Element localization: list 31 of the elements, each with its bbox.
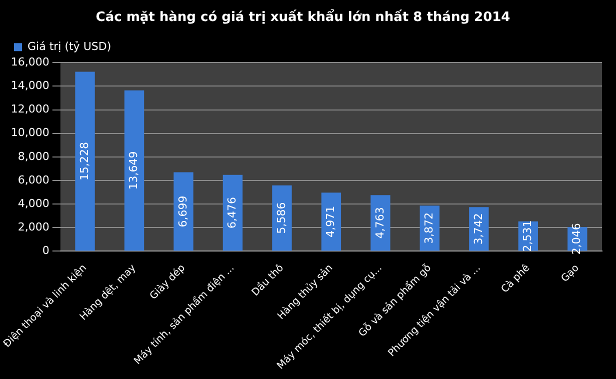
- data-label: 4,971: [324, 206, 338, 238]
- data-label: 4,763: [373, 207, 386, 239]
- y-tick-label: 8,000: [18, 150, 50, 163]
- bar: [75, 72, 95, 251]
- chart-title: Các mặt hàng có giá trị xuất khẩu lớn nhất 8 tháng 2014: [96, 9, 510, 26]
- y-tick-label: 0: [42, 244, 50, 258]
- legend-label: Giá trị (tỷ USD): [28, 40, 112, 53]
- y-tick-label: 6,000: [18, 173, 50, 186]
- data-label: 6,476: [226, 197, 239, 229]
- bar: [272, 185, 292, 251]
- bar: [222, 174, 243, 251]
- x-tick-label: Gạo: [559, 262, 582, 285]
- y-tick-label: 14,000: [10, 79, 50, 92]
- y-tick-label: 4,000: [18, 196, 50, 210]
- data-label: 2,046: [570, 223, 584, 255]
- data-label: 6,699: [176, 196, 190, 228]
- bar: [124, 90, 144, 251]
- x-tick-label: Dầu thô: [249, 262, 286, 299]
- data-label: 3,742: [472, 213, 485, 245]
- y-tick-label: 16,000: [10, 55, 50, 68]
- data-label: 15,228: [78, 142, 91, 180]
- data-label: 13,649: [127, 151, 140, 190]
- y-tick-label: 2,000: [18, 220, 50, 234]
- data-label: 2,531: [521, 220, 534, 252]
- bar: [174, 172, 194, 251]
- data-label: 5,586: [274, 202, 288, 234]
- bar: [370, 195, 390, 251]
- y-tick-label: 10,000: [10, 126, 50, 140]
- bar: [321, 192, 342, 251]
- y-tick-label: 12,000: [10, 102, 50, 116]
- data-label: 3,872: [422, 212, 436, 244]
